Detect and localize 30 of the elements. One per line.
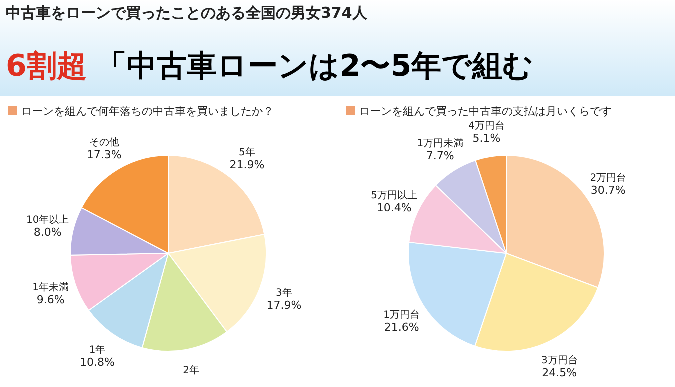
chart-title: ローンを組んで買った中古車の支払は月いくらです	[358, 104, 612, 119]
data-label: 21.6%	[384, 320, 420, 334]
data-label: 9.6%	[36, 294, 65, 307]
slice-label: 3年	[276, 287, 292, 300]
slice-label: 3万円台	[541, 354, 578, 367]
slice-label: 2万円台	[590, 172, 627, 184]
slice-label: 5年	[239, 146, 256, 159]
data-label: 10.8%	[80, 356, 115, 370]
data-label: 17.3%	[86, 148, 122, 162]
slice-label: 1年	[89, 344, 106, 356]
chart-title: ローンを組んで何年落ちの中古車を買いましたか？	[20, 104, 274, 119]
slice-label: 5万円以上	[371, 190, 418, 202]
data-label: 8.0%	[34, 226, 62, 239]
text: 「中古車ローンは2〜5年で組む	[96, 49, 534, 84]
slice-label: 1万円未満	[417, 138, 464, 150]
slice-label: 1万円台	[384, 308, 420, 321]
data-label: 7.7%	[426, 150, 454, 163]
slice-label: 4万円台	[468, 120, 505, 132]
data-label: 30.7%	[590, 184, 626, 197]
slice-label: 1年未満	[32, 282, 69, 294]
data-label: 24.5%	[542, 366, 578, 380]
text: 6割超	[6, 49, 87, 84]
slice-label: 10年以上	[26, 214, 70, 226]
data-label: 21.9%	[230, 158, 265, 172]
data-label: 10.4%	[376, 202, 412, 215]
data-label: 5.1%	[472, 132, 501, 146]
data-label: 17.9%	[266, 299, 302, 312]
slice-label: その他	[89, 136, 120, 148]
slice-label: 2年	[183, 364, 200, 376]
text: 中古車をローンで買ったことのある全国の男女374人	[6, 4, 368, 23]
